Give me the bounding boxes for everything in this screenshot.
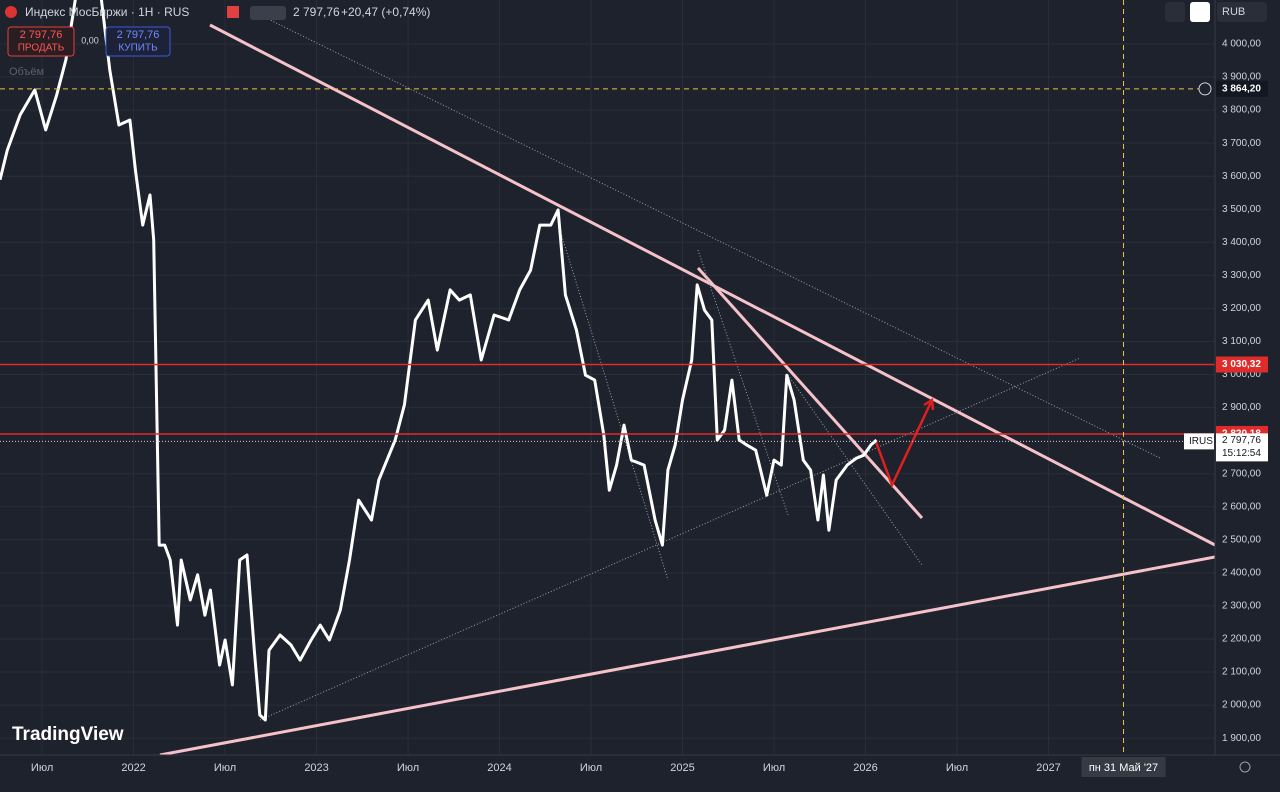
x-tick-label: Июл bbox=[580, 762, 602, 774]
buy-label: КУПИТЬ bbox=[118, 43, 158, 54]
sync-button[interactable] bbox=[1190, 2, 1210, 22]
x-tick-label: 2026 bbox=[853, 762, 877, 774]
spread: 0,00 bbox=[81, 35, 99, 45]
y-tick-label: 3 200,00 bbox=[1222, 303, 1261, 314]
last-badge bbox=[1216, 433, 1268, 462]
last-time: 15:12:54 bbox=[1222, 448, 1261, 459]
x-tick-label: Июл bbox=[763, 762, 785, 774]
download-button[interactable] bbox=[1165, 2, 1185, 22]
level-label: 3 030,32 bbox=[1222, 359, 1261, 370]
brand: TradingView bbox=[12, 724, 124, 745]
y-tick-label: 3 300,00 bbox=[1222, 270, 1261, 281]
volume-label: Объём bbox=[9, 66, 44, 78]
x-tick-label: 2027 bbox=[1036, 762, 1060, 774]
drawings bbox=[159, 14, 1215, 755]
y-tick-label: 3 400,00 bbox=[1222, 237, 1261, 248]
y-tick-label: 2 500,00 bbox=[1222, 534, 1261, 545]
x-tick-label: 2025 bbox=[670, 762, 694, 774]
y-tick-label: 3 900,00 bbox=[1222, 72, 1261, 83]
price-line bbox=[0, 0, 878, 722]
crosshair-add bbox=[1198, 82, 1212, 96]
thin-line bbox=[259, 14, 1161, 459]
crosshair-y-label: 3 864,20 bbox=[1222, 83, 1261, 94]
symbol: Индекс МосБиржи · 1Н · RUS bbox=[25, 5, 189, 19]
sell-label: ПРОДАТЬ bbox=[18, 43, 65, 54]
thin-line bbox=[559, 229, 669, 581]
y-tick-label: 4 000,00 bbox=[1222, 39, 1261, 50]
settings-icon[interactable] bbox=[1239, 761, 1251, 773]
y-axis-panel bbox=[1215, 0, 1280, 787]
y-tick-label: 2 000,00 bbox=[1222, 700, 1261, 711]
arrow bbox=[874, 397, 935, 489]
flag bbox=[227, 6, 239, 18]
sell-price: 2 797,76 bbox=[20, 29, 63, 41]
currency-button[interactable] bbox=[1217, 2, 1267, 22]
y-tick-label: 2 900,00 bbox=[1222, 402, 1261, 413]
y-tick-label: 2 100,00 bbox=[1222, 667, 1261, 678]
x-tick-label: 2024 bbox=[487, 762, 511, 774]
flag-icon bbox=[5, 6, 17, 18]
level-badge bbox=[1216, 356, 1268, 373]
y-tick-label: 1 900,00 bbox=[1222, 733, 1261, 744]
x-tick-label: Июл bbox=[214, 762, 236, 774]
y-tick-label: 3 500,00 bbox=[1222, 204, 1261, 215]
y-tick-label: 2 400,00 bbox=[1222, 568, 1261, 579]
x-tick-label: 2023 bbox=[304, 762, 328, 774]
sell-button[interactable] bbox=[7, 26, 75, 57]
y-tick-label: 2 600,00 bbox=[1222, 501, 1261, 512]
y-tick-label: 3 700,00 bbox=[1222, 138, 1261, 149]
y-tick-label: 3 800,00 bbox=[1222, 105, 1261, 116]
trend-line bbox=[696, 266, 924, 520]
crosshair-y-badge bbox=[1216, 80, 1268, 97]
y-tick-label: 3 100,00 bbox=[1222, 336, 1261, 347]
x-tick-label: 2022 bbox=[121, 762, 145, 774]
toggle[interactable] bbox=[250, 6, 286, 20]
x-tick-label: Июл bbox=[31, 762, 53, 774]
price: 2 797,76 bbox=[293, 5, 340, 19]
symbol-label: IRUS bbox=[1189, 436, 1213, 447]
x-tick-label: Июл bbox=[946, 762, 968, 774]
crosshair-x-label: пн 31 Май '27 bbox=[1089, 762, 1158, 774]
y-tick-label: 2 700,00 bbox=[1222, 468, 1261, 479]
last-label: 2 797,76 bbox=[1222, 435, 1261, 446]
x-tick-label: Июл bbox=[397, 762, 419, 774]
crosshair-x-badge bbox=[1081, 757, 1166, 777]
symbol-badge bbox=[1184, 433, 1214, 450]
y-tick-label: 3 600,00 bbox=[1222, 171, 1261, 182]
change: +20,47 (+0,74%) bbox=[341, 5, 430, 19]
buy-price: 2 797,76 bbox=[117, 29, 160, 41]
y-tick-label: 2 300,00 bbox=[1222, 601, 1261, 612]
buy-button[interactable] bbox=[105, 26, 171, 57]
y-tick-label: 3 000,00 bbox=[1222, 369, 1261, 380]
trend-line bbox=[159, 555, 1215, 755]
y-tick-label: 2 200,00 bbox=[1222, 634, 1261, 645]
currency: RUB bbox=[1222, 6, 1245, 18]
